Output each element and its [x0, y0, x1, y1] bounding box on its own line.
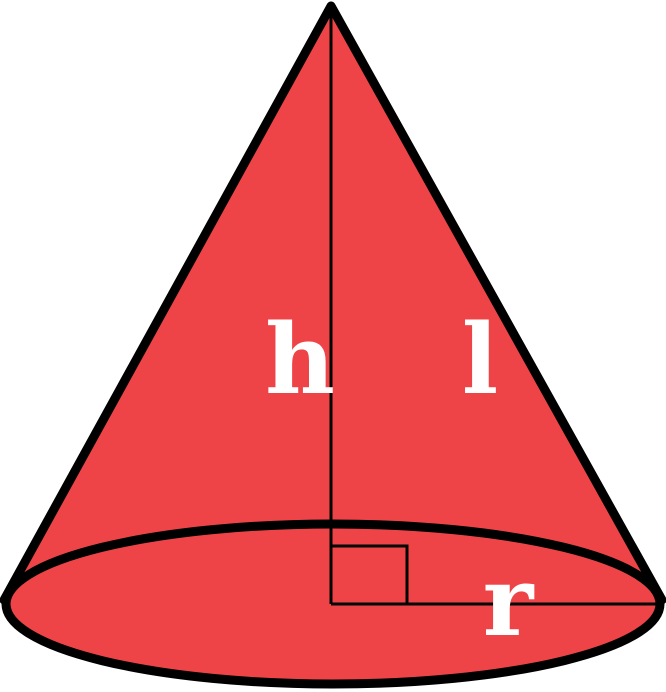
radius-label: r [483, 545, 535, 658]
slant-height-label: l [462, 303, 498, 416]
right-angle-marker [331, 544, 409, 604]
height-label: h [265, 303, 335, 416]
